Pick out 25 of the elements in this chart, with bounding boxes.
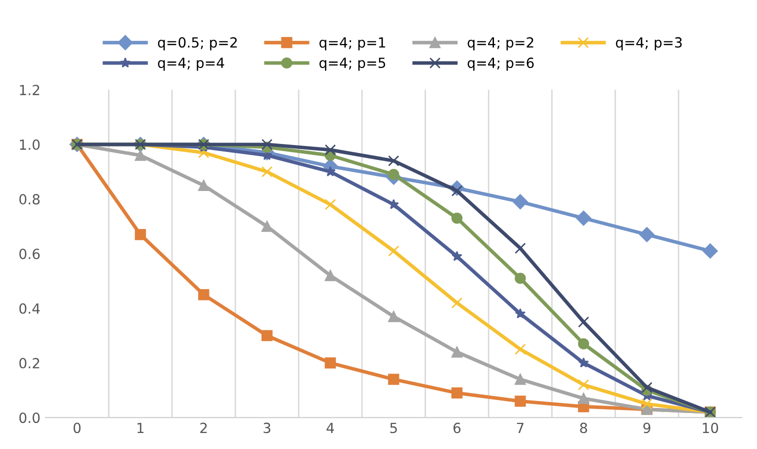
- y-tick-label: 1.0: [20, 139, 40, 150]
- legend-label: q=4; p=5: [319, 58, 386, 71]
- x-tick-label: 6: [454, 422, 460, 434]
- y-tick-label: 0.8: [19, 194, 40, 205]
- x-tick-label: 3: [264, 422, 270, 434]
- legend-label: q=4; p=6: [468, 58, 534, 71]
- legend-label: q=4; p=4: [158, 58, 224, 71]
- legend-label: q=4; p=2: [468, 37, 534, 50]
- x-tick-label: 7: [516, 422, 524, 433]
- y-tick-label: 0.2: [19, 358, 40, 368]
- legend-label: q=4; p=3: [616, 37, 682, 50]
- x-tick-label: 2: [200, 422, 207, 433]
- y-tick-label: 0.0: [19, 412, 40, 424]
- legend-label: q=0.5; p=2: [158, 37, 237, 50]
- x-tick-label: 4: [326, 422, 334, 433]
- x-tick-label: 5: [390, 422, 397, 434]
- legend-label: q=4; p=1: [319, 37, 386, 50]
- x-tick-label: 9: [643, 422, 650, 434]
- x-tick-label: 0: [74, 422, 81, 434]
- x-tick-label: 10: [702, 422, 718, 434]
- x-tick-label: 1: [137, 422, 144, 433]
- y-tick-label: 0.4: [19, 303, 40, 314]
- x-tick-label: 8: [580, 422, 588, 434]
- y-tick-label: 1.2: [20, 84, 40, 96]
- y-tick-label: 0.6: [19, 248, 40, 260]
